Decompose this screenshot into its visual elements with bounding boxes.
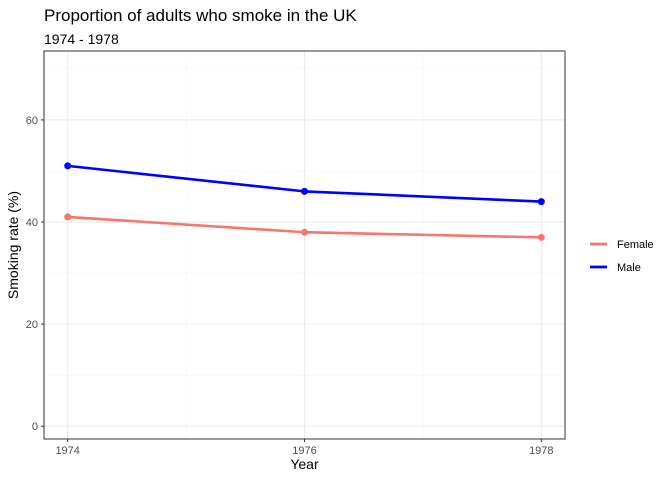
- data-point-female: [537, 233, 545, 241]
- y-tick-label: 20: [26, 319, 38, 331]
- legend-label-female: Female: [617, 239, 654, 251]
- y-axis-title: Smoking rate (%): [5, 191, 21, 299]
- y-tick-label: 0: [32, 421, 38, 433]
- chart-subtitle: 1974 - 1978: [44, 31, 119, 47]
- legend-label-male: Male: [617, 262, 641, 274]
- data-point-male: [64, 162, 72, 170]
- x-axis: 1974 1976 1978: [55, 439, 554, 457]
- data-point-male: [537, 198, 545, 206]
- y-tick-label: 60: [26, 115, 38, 127]
- x-tick-label: 1976: [292, 445, 316, 457]
- x-axis-title: Year: [290, 456, 319, 472]
- data-point-female: [64, 213, 72, 221]
- y-tick-label: 40: [26, 217, 38, 229]
- data-point-female: [301, 228, 308, 236]
- x-tick-label: 1974: [55, 445, 79, 457]
- x-tick-label: 1978: [529, 445, 553, 457]
- chart-title: Proportion of adults who smoke in the UK: [44, 6, 357, 25]
- data-point-male: [301, 187, 308, 195]
- legend: Female Male: [590, 239, 654, 274]
- series-layer: [64, 162, 545, 241]
- y-axis: 0 20 40 60: [26, 115, 44, 433]
